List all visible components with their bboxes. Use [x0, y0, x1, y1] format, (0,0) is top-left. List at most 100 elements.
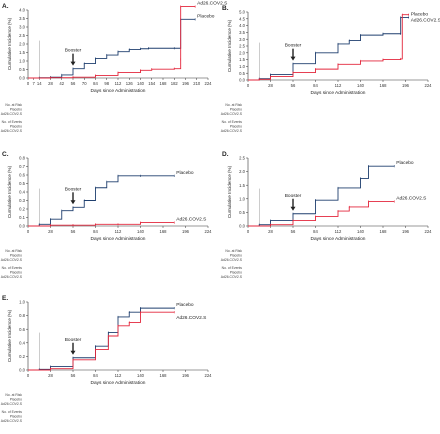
chart-panel-a: A. Cumulative Incidence (%) 0.0 0.5 1.0 1.5 2.…: [1, 1, 228, 133]
x-tick-label: 56: [291, 83, 296, 88]
y-tick-label: 4.5: [239, 16, 245, 21]
booster-arrow-icon: [290, 56, 296, 61]
risk-row-label: No. at Risk: [225, 103, 242, 107]
booster-label: Booster: [285, 193, 302, 199]
x-axis-label: Days since Administration: [91, 380, 146, 386]
x-tick-label: 224: [205, 229, 213, 234]
chart-panel-c: C. Cumulative Incidence (%) 0.0 0.1 0.2 0.3 0.…: [1, 151, 212, 279]
x-tick-label: 112: [115, 229, 122, 234]
series-line-vaccine: [248, 201, 395, 227]
y-tick-label: 3.5: [239, 30, 245, 35]
y-tick-label: 0.4: [19, 190, 25, 195]
x-axis-label: Days since Administration: [91, 88, 146, 94]
y-tick-label: 0.0: [19, 76, 25, 81]
x-tick-label: 196: [182, 81, 190, 86]
x-tick-label: 154: [148, 81, 156, 86]
risk-row-label: No. at Risk: [5, 393, 22, 397]
panel-label: D.: [222, 151, 229, 158]
panel-label: A.: [2, 3, 9, 10]
chart-panel-e: E. Cumulative Incidence (%) 0.0 0.2 0.4 0.6 0.…: [1, 295, 212, 423]
x-tick-label: 56: [71, 229, 76, 234]
x-tick-label: 84: [93, 81, 98, 86]
risk-row-label: Ad26.COV2.S: [1, 258, 23, 262]
x-tick-label: 84: [313, 83, 318, 88]
y-tick-label: 0.5: [19, 67, 25, 72]
x-tick-label: 168: [380, 229, 388, 234]
y-tick-label: 0.2: [19, 207, 25, 212]
risk-row-label: Ad26.COV2.S: [221, 275, 243, 279]
x-tick-label: 196: [402, 229, 410, 234]
risk-row-label: Placebo: [10, 108, 22, 112]
x-tick-label: 28: [48, 81, 53, 86]
y-tick-label: 2.0: [19, 42, 25, 47]
booster-arrow-icon: [70, 350, 76, 355]
x-tick-label: 224: [205, 373, 213, 378]
series-label-placebo: Placebo: [176, 302, 194, 308]
y-tick-label: 4.0: [239, 23, 245, 28]
x-tick-label: 224: [425, 229, 433, 234]
risk-row-label: Ad26.COV2.S: [1, 402, 23, 406]
x-tick-label: 112: [335, 83, 342, 88]
x-tick-label: 224: [425, 83, 433, 88]
risk-row-label: Placebo: [10, 124, 22, 128]
y-tick-label: 2.5: [19, 33, 25, 38]
y-tick-label: 2.0: [239, 50, 245, 55]
y-tick-label: 3.0: [239, 37, 245, 42]
chart-panel-b: B. Cumulative Incidence (%) 0.0 0.5 1.0 1.5 2.…: [221, 5, 440, 133]
risk-row-label: Ad26.COV2.S: [1, 419, 23, 423]
risk-row-label: Placebo: [230, 270, 242, 274]
risk-row-label: Placebo: [10, 414, 22, 418]
y-tick-label: 1.0: [19, 300, 25, 305]
x-tick-label: 140: [357, 83, 365, 88]
x-tick-label: 28: [48, 229, 53, 234]
y-tick-label: 0.2: [19, 354, 25, 359]
series-label-vaccine: Ad26.COV2.S: [176, 217, 206, 223]
x-tick-label: 0: [247, 229, 250, 234]
x-tick-label: 196: [182, 229, 190, 234]
series-label-vaccine: Ad26.COV2.S: [396, 196, 426, 202]
x-tick-label: 0: [247, 83, 250, 88]
y-tick-label: 4.0: [19, 8, 25, 13]
x-axis-label: Days since Administration: [311, 90, 366, 96]
booster-label: Booster: [65, 337, 82, 343]
series-label-placebo: Placebo: [411, 11, 429, 17]
series-label-placebo: Placebo: [396, 160, 414, 166]
x-tick-label: 98: [104, 81, 109, 86]
x-tick-label: 196: [182, 373, 190, 378]
risk-row-label: Ad26.COV2.S: [1, 129, 23, 133]
x-tick-label: 14: [37, 81, 42, 86]
y-tick-label: 0.4: [19, 340, 25, 345]
x-tick-label: 0: [27, 229, 30, 234]
series-line-placebo: [28, 175, 175, 227]
risk-row-label: Ad26.COV2.S: [1, 112, 23, 116]
x-tick-label: 28: [268, 83, 273, 88]
x-tick-label: 0: [27, 81, 30, 86]
y-tick-label: 1.0: [239, 196, 245, 201]
panel-label: E.: [2, 295, 8, 302]
x-tick-label: 112: [115, 373, 122, 378]
booster-label: Booster: [65, 186, 82, 192]
x-tick-label: 28: [48, 373, 53, 378]
series-line-placebo: [28, 307, 175, 371]
x-tick-label: 0: [27, 373, 30, 378]
x-tick-label: 168: [160, 229, 168, 234]
x-tick-label: 112: [115, 81, 122, 86]
y-axis-label: Cumulative Incidence (%): [7, 309, 12, 362]
booster-arrow-icon: [70, 61, 76, 66]
y-tick-label: 2.5: [239, 156, 245, 161]
x-tick-label: 84: [313, 229, 318, 234]
series-line-vaccine: [28, 311, 175, 371]
booster-label: Booster: [285, 43, 302, 49]
y-tick-label: 0.0: [19, 368, 25, 373]
series-label-vaccine: Ad26.COV2.S: [176, 315, 206, 321]
x-tick-label: 168: [160, 373, 168, 378]
x-tick-label: 84: [93, 229, 98, 234]
risk-row-label: No. of Events: [222, 120, 243, 124]
y-tick-label: 0.0: [239, 224, 245, 229]
x-tick-label: 126: [126, 81, 134, 86]
y-tick-label: 1.5: [239, 57, 245, 62]
risk-row-label: Placebo: [10, 254, 22, 258]
x-axis-label: Days since Administration: [311, 236, 366, 242]
y-tick-label: 0.7: [19, 164, 25, 169]
y-tick-label: 0.0: [239, 78, 245, 83]
